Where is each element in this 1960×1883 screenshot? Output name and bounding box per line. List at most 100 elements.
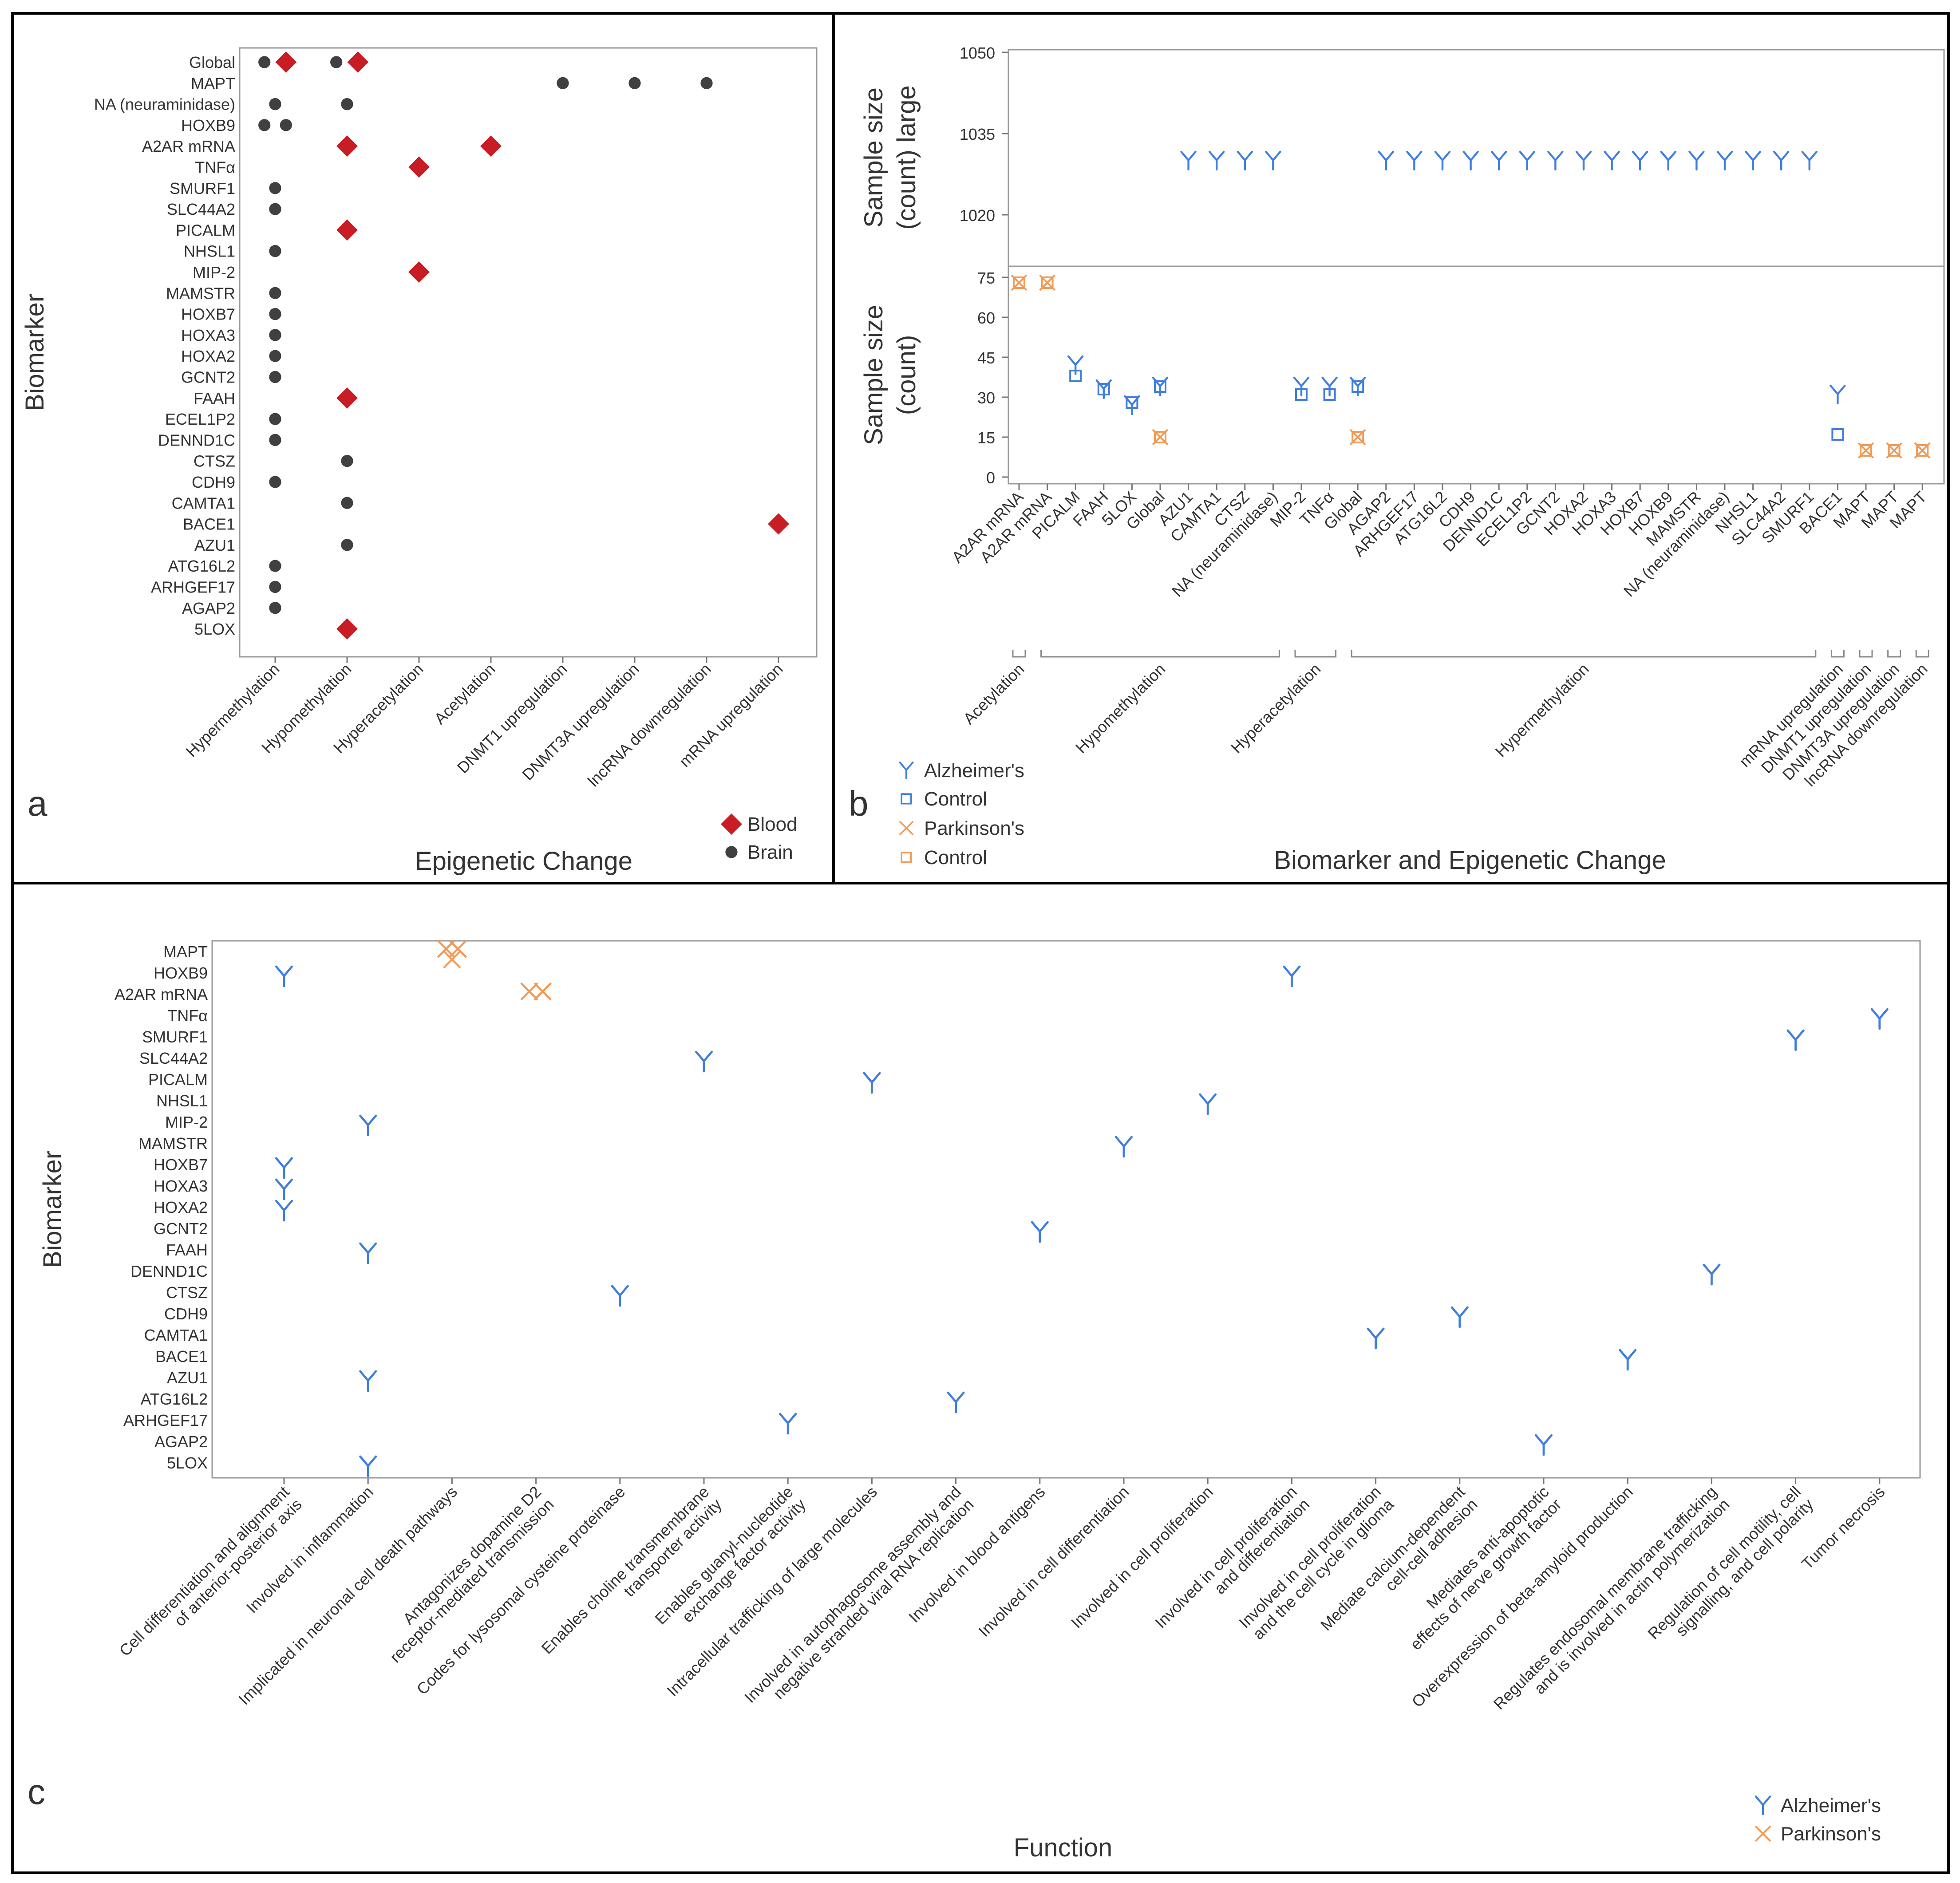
panel-c-y-tick-label: SLC44A2 [139, 1049, 208, 1067]
panel-a-point-blood [347, 51, 369, 73]
panel-c-point-alzheimers-shape [863, 1072, 881, 1094]
panel-b-upper-y-tick-label: 1050 [960, 44, 995, 62]
panel-c-y-tick-label: HOXB9 [154, 964, 208, 982]
panel-c-point-alzheimers [1283, 965, 1301, 987]
panel-a-legend-marker-brain-shape [725, 846, 738, 858]
panel-b-point-alzheimers [1265, 150, 1281, 171]
panel-c-y-tick-label: FAAH [166, 1241, 208, 1259]
panel-a-y-tick-label: HOXB9 [181, 116, 235, 134]
panel-a-point-blood [336, 135, 358, 157]
panel-a-y-tick-label: CDH9 [192, 473, 235, 491]
panel-a-point-blood-shape [336, 219, 358, 241]
panel-c-point-alzheimers-shape [359, 1370, 377, 1392]
panel-a-y-tick-label: 5LOX [194, 620, 235, 638]
panel-a-point-blood [336, 219, 358, 241]
panel-c-y-tick-label: CAMTA1 [144, 1326, 208, 1344]
panel-b-legend-marker-shape [899, 821, 914, 836]
panel-a-y-tick-label: HOXB7 [181, 305, 235, 324]
panel-letter-a: a [28, 784, 47, 823]
panel-a-point-brain [269, 350, 281, 362]
panel-a-legend-label: Blood [747, 813, 798, 835]
panel-a-y-tick-label: CTSZ [194, 452, 235, 470]
panel-c-point-alzheimers [1367, 1327, 1385, 1350]
panel-a-point-brain [269, 182, 281, 194]
panel-b-lower-y-title-line2: (count) [892, 335, 921, 415]
panel-b-point-alzheimers-shape [1801, 150, 1818, 171]
panel-a-y-tick-label: MAMSTR [166, 284, 235, 302]
panel-a-point-brain-shape [269, 434, 281, 446]
panel-b-lower-y-tick-label: 30 [977, 389, 995, 407]
panel-a-y-tick-label: DENND1C [158, 431, 235, 449]
panel-a-point-brain [269, 476, 281, 488]
panel-a-y-tick-label: NHSL1 [184, 242, 235, 261]
panel-b-point-parkinsons-control [1013, 276, 1025, 289]
panel-c-point-alzheimers [359, 1114, 377, 1137]
panel-c-x-tick-label: Involved in cell proliferation [1067, 1483, 1217, 1632]
panel-b-point-alzheimers-shape [1265, 150, 1281, 171]
panel-c-x-axis-title: Function [1014, 1833, 1112, 1862]
panel-b-point-alzheimers [1575, 150, 1592, 171]
panel-b-point-alzheimers-shape [1547, 150, 1564, 171]
panel-b-group-bracket [1859, 650, 1873, 658]
panel-a-point-blood-shape [408, 156, 430, 178]
panel-b-point-alzheimers-shape [1180, 150, 1197, 171]
panel-a-point-brain-shape [258, 56, 271, 68]
panel-b-point-alzheimers-shape [1434, 150, 1451, 171]
panel-a-point-blood-shape [768, 513, 789, 535]
panel-b-point-alzheimers-control [1295, 388, 1308, 401]
panel-a-point-brain-shape [280, 119, 292, 131]
panel-b-point-parkinsons-control [1041, 276, 1054, 289]
panel-b-legend-marker [899, 821, 914, 836]
panel-c-point-alzheimers-shape [611, 1285, 629, 1307]
panel-b-point-parkinsons-control-shape [1041, 276, 1054, 289]
panel-c-point-alzheimers [359, 1370, 377, 1392]
panel-a-point-brain [269, 560, 281, 572]
panel-c-y-tick-label: AGAP2 [154, 1433, 208, 1451]
panel-b-lower-plot-frame [1008, 265, 1945, 485]
panel-a-plot-frame [239, 47, 818, 658]
panel-c-point-parkinsons-shape [443, 950, 461, 969]
panel-a-point-brain-shape [269, 329, 281, 341]
panel-a-point-brain [269, 413, 281, 425]
panel-b-lower-y-tick-label: 15 [977, 429, 995, 447]
panel-b-point-alzheimers-shape [1716, 150, 1733, 171]
panel-b-point-alzheimers-shape [1660, 150, 1676, 171]
panel-c-point-alzheimers-shape [359, 1455, 377, 1477]
panel-b-point-alzheimers-control-shape [1295, 388, 1308, 401]
panel-c-y-tick-label: HOXB7 [154, 1156, 208, 1174]
panel-c-point-alzheimers [1870, 1008, 1889, 1030]
panel-b-upper-y-axis-title: Sample size (count) large [859, 85, 921, 230]
panel-a-point-brain-shape [258, 119, 271, 131]
panel-b-point-alzheimers-shape [1519, 150, 1535, 171]
panel-a-y-tick-label: MAPT [191, 74, 235, 92]
panel-b-point-alzheimers [1067, 355, 1084, 375]
panel-c-legend-marker-alzheimers-shape [1755, 1795, 1771, 1816]
panel-a-y-tick-label: NA (neuraminidase) [94, 95, 235, 114]
panel-a-point-brain-shape [700, 77, 713, 89]
panel-c-y-tick-label: TNFα [167, 1007, 208, 1025]
panel-b-point-alzheimers-shape [1209, 150, 1225, 171]
panel-a-point-blood-shape [336, 135, 358, 157]
panel-b-point-alzheimers [1745, 150, 1761, 171]
panel-c-point-parkinsons [449, 940, 467, 958]
panel-a-y-tick-label: AGAP2 [182, 599, 235, 617]
panel-a-point-brain-shape [269, 413, 281, 425]
panel-b-point-alzheimers [1519, 150, 1535, 171]
panel-a-point-blood [408, 261, 430, 283]
panel-b-lower-y-axis-title: Sample size (count) [859, 305, 921, 445]
panel-b-upper-y-title-line1: Sample size [859, 87, 888, 228]
panel-c-point-alzheimers [275, 1178, 293, 1200]
panel-b-point-alzheimers-shape [1688, 150, 1705, 171]
panel-b-point-alzheimers-control [1126, 396, 1138, 409]
panel-a-point-brain-shape [269, 371, 281, 383]
panel-a-point-blood [768, 513, 789, 535]
panel-b-point-alzheimers [1632, 150, 1648, 171]
panel-a-y-tick-label: Global [189, 53, 235, 71]
panel-c-point-alzheimers [1534, 1434, 1553, 1456]
panel-c-y-tick-label: HOXA3 [154, 1177, 208, 1195]
panel-b-upper-y-tick-label: 1035 [960, 125, 995, 143]
panel-a-y-tick-label: CAMTA1 [172, 494, 235, 512]
panel-c-point-alzheimers-shape [1534, 1434, 1553, 1456]
panel-a-point-brain [700, 77, 713, 89]
